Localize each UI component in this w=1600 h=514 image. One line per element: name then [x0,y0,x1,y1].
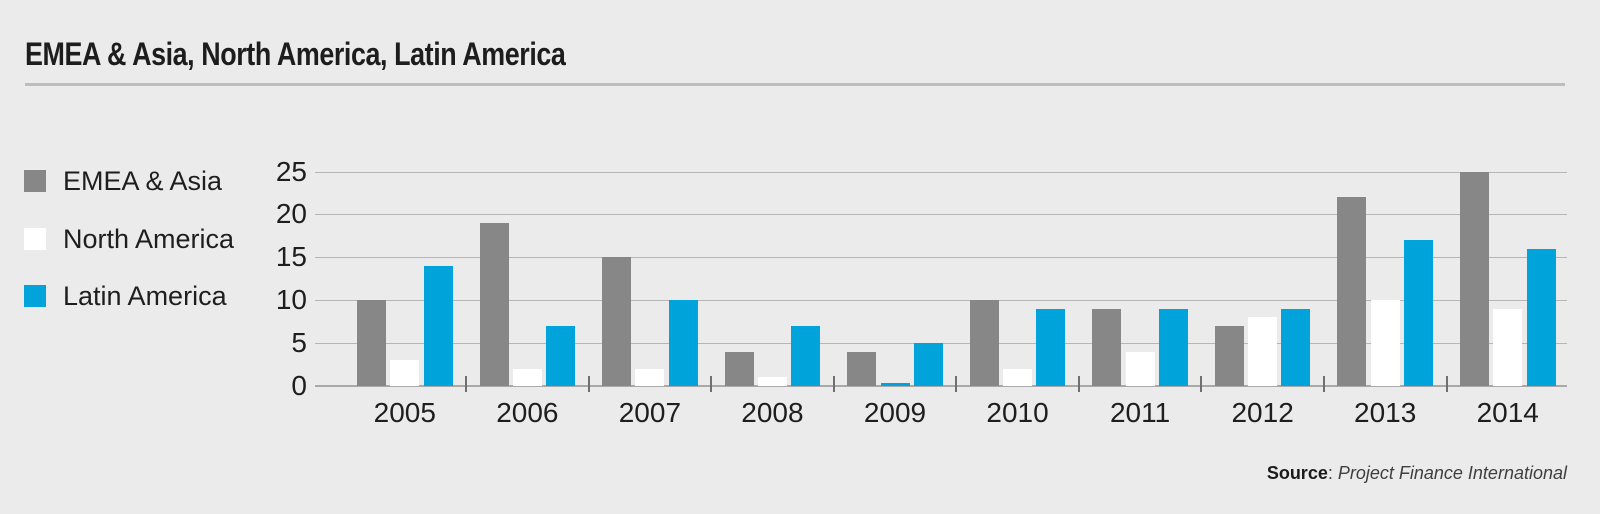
bar-2010-emea-asia [969,300,999,386]
bar-2011-emea-asia [1092,308,1122,386]
bar-2005-emea-asia [357,300,386,386]
year-separator-tick-4 [955,376,958,392]
legend-label-emea-asia: EMEA & Asia [63,166,223,196]
bar-2009-north-america [880,383,910,386]
bar-2012-latin-america [1281,308,1311,386]
bar-2012-north-america [1248,317,1278,386]
x-tick-label-2006: 2006 [496,397,559,428]
bar-2006-emea-asia [479,222,509,386]
y-tick-label-15: 15 [275,241,307,273]
bar-2011-latin-america [1158,308,1188,386]
gridline-25 [315,171,1567,173]
gridline-20 [315,214,1567,216]
bar-2014-latin-america [1526,248,1556,386]
legend-item-latin-america: Latin America [24,281,227,311]
chart-title: EMEA & Asia, North America, Latin Americ… [25,36,566,72]
source-text: Project Finance International [1337,463,1567,483]
bar-2010-latin-america [1036,308,1066,386]
x-tick-label-2010: 2010 [986,397,1049,428]
bar-2012-emea-asia [1214,325,1244,386]
bar-2014-emea-asia [1459,171,1489,386]
year-separator-tick-1 [587,376,590,392]
legend-swatch-north-america [24,228,46,250]
bar-2007-latin-america [668,300,698,386]
bar-2014-north-america [1493,308,1523,386]
legend-label-north-america: North America [63,224,235,254]
year-separator-tick-5 [1077,376,1080,392]
y-tick-label-5: 5 [291,327,307,359]
bar-2007-north-america [635,368,665,386]
x-tick-label-2011: 2011 [1109,397,1171,428]
bar-2009-latin-america [913,343,943,386]
source-separator: : [1327,463,1338,483]
bar-2013-north-america [1370,300,1400,386]
year-separator-tick-7 [1322,376,1325,392]
gridline-0 [315,385,1567,387]
bar-2005-north-america [390,360,420,386]
y-tick-label-10: 10 [275,284,307,316]
bar-2005-latin-america [423,265,453,386]
legend-swatch-latin-america [24,285,46,307]
gridline-10 [315,300,1567,302]
x-tick-label-2007: 2007 [618,397,682,428]
x-tick-label-2014: 2014 [1476,397,1539,428]
x-tick-label-2013: 2013 [1354,397,1417,428]
bar-2008-emea-asia [724,351,754,386]
gridline-15 [315,257,1567,259]
year-separator-tick-0 [465,376,468,392]
y-tick-label-20: 20 [275,198,307,230]
y-tick-label-25: 25 [275,155,307,187]
legend-item-emea-asia: EMEA & Asia [24,166,223,196]
year-separator-tick-3 [832,376,835,392]
bar-2013-emea-asia [1337,197,1367,386]
bar-2011-north-america [1125,351,1155,386]
bar-2013-latin-america [1404,240,1433,386]
source-line: Source: Project Finance International [1267,463,1567,484]
bar-2009-emea-asia [847,351,877,386]
bar-2008-north-america [757,377,787,386]
x-tick-label-2005: 2005 [373,397,436,428]
year-separator-tick-2 [710,376,713,392]
legend-label-latin-america: Latin America [63,281,227,311]
bar-2007-emea-asia [602,257,632,386]
legend-item-north-america: North America [24,224,235,254]
y-tick-label-0: 0 [291,370,307,401]
legend-swatch-emea-asia [24,170,46,192]
bar-2008-latin-america [791,325,821,386]
bar-2006-latin-america [546,325,576,386]
source-label: Source [1266,463,1328,483]
title-rule [25,83,1565,86]
x-tick-label-2008: 2008 [741,397,804,428]
year-separator-tick-6 [1200,376,1203,392]
year-separator-tick-8 [1445,376,1448,392]
bar-2010-north-america [1003,368,1033,386]
x-tick-label-2012: 2012 [1231,397,1294,428]
x-tick-label-2009: 2009 [863,397,927,428]
bar-2006-north-america [512,368,542,386]
